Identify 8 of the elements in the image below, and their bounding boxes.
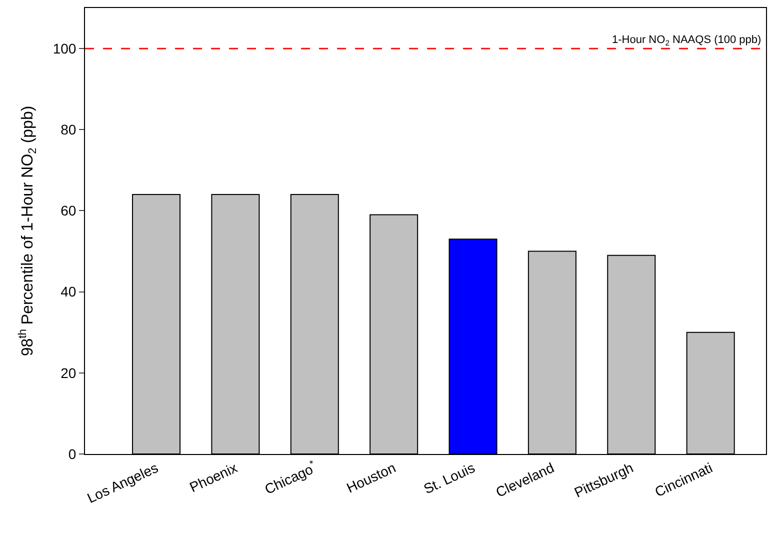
y-tick-label: 80 xyxy=(60,122,76,138)
y-tick-label: 0 xyxy=(68,446,76,462)
x-tick-label: St. Louis xyxy=(421,459,478,497)
y-tick-label: 100 xyxy=(52,40,76,56)
y-tick-label: 40 xyxy=(60,284,76,300)
y-tick-label: 20 xyxy=(60,364,76,381)
y-tick-label: 60 xyxy=(60,202,76,219)
ref-line-label: 1-Hour NO$_{2}$ NAAQS (100 ppb) xyxy=(612,34,762,48)
